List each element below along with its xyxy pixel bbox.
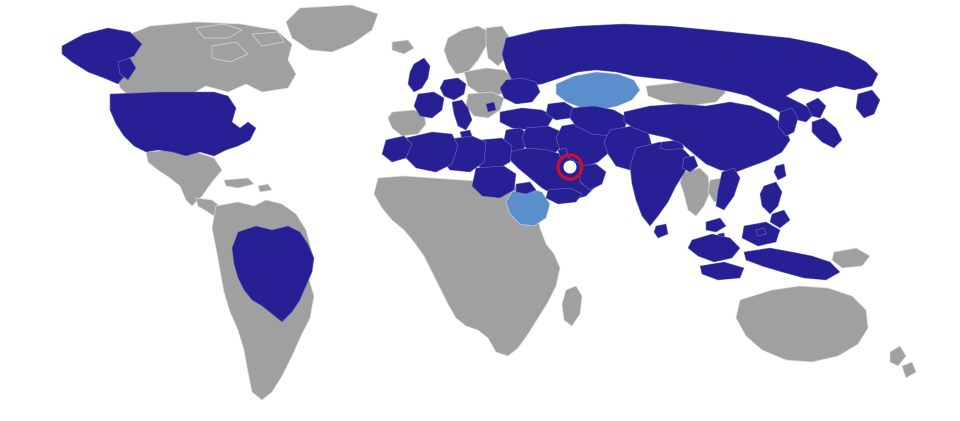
country-brunei	[756, 228, 766, 236]
country-china	[624, 102, 790, 172]
country-australia	[736, 286, 868, 362]
country-germany	[440, 78, 466, 100]
country-algeria-tunisia	[404, 132, 458, 172]
country-brazil	[232, 226, 314, 322]
country-bangladesh	[682, 156, 698, 172]
country-canada-arctic-isles	[196, 24, 284, 46]
country-greenland	[286, 5, 378, 52]
country-new-zealand	[890, 346, 916, 378]
country-uae-oman	[580, 164, 606, 190]
country-malaysia	[706, 218, 780, 246]
country-kazakhstan	[556, 72, 640, 110]
country-morocco	[382, 136, 412, 162]
country-myanmar-thailand	[680, 168, 710, 216]
country-sudan	[472, 166, 516, 198]
country-usa-mainland	[110, 92, 256, 156]
country-japan	[806, 98, 842, 148]
qatar-highlight-circle	[556, 153, 584, 181]
country-united-kingdom	[408, 58, 430, 92]
country-yemen	[546, 188, 582, 204]
country-vietnam	[716, 168, 740, 210]
country-russia	[502, 24, 878, 122]
country-russia-kamchatka	[856, 90, 880, 118]
country-madagascar	[562, 286, 582, 326]
country-saudi-arabia	[508, 148, 596, 200]
country-sri-lanka	[654, 224, 668, 238]
country-scandinavia	[444, 26, 490, 74]
country-papua-new-guinea	[832, 248, 870, 268]
country-eritrea	[516, 182, 536, 194]
country-philippines	[760, 182, 790, 228]
qatar-highlight-inner	[563, 160, 577, 174]
country-kosovo	[486, 102, 496, 112]
country-caribbean	[224, 178, 272, 192]
country-canada	[112, 22, 296, 100]
country-koreas	[778, 108, 798, 136]
country-indonesia	[688, 234, 840, 280]
member-countries-group	[62, 24, 880, 322]
observer-countries-group	[506, 72, 640, 226]
country-italy	[452, 100, 472, 130]
country-usa-alaska-panhandle	[118, 58, 136, 80]
country-belarus-ukraine	[500, 78, 540, 104]
country-taiwan	[774, 164, 786, 180]
country-iceland	[392, 40, 414, 54]
country-france	[414, 92, 444, 118]
